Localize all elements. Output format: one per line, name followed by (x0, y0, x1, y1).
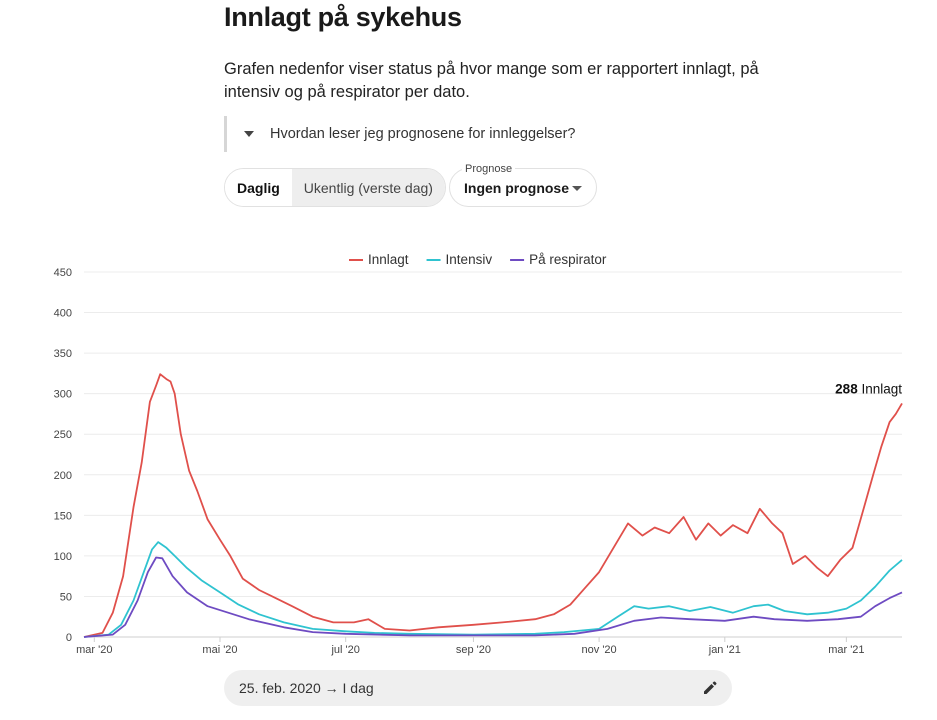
legend-label: Innlagt (368, 252, 409, 267)
y-tick-label: 400 (54, 308, 72, 320)
pencil-icon (704, 681, 717, 694)
chart-lines (83, 373, 903, 638)
chart-svg: Innlagt Intensiv På respirator 0 50 100 150 20… (54, 252, 903, 656)
chevron-down-icon (572, 186, 582, 191)
legend-label: Intensiv (446, 252, 493, 267)
daily-toggle-button[interactable]: Daglig (225, 169, 292, 206)
series-line-innlagt (83, 373, 903, 638)
x-tick-label: jul '20 (330, 644, 359, 656)
annotation-text: Innlagt (858, 381, 903, 396)
hospitalization-chart: Innlagt Intensiv På respirator 0 50 100 150 20… (0, 240, 937, 660)
x-tick-label: jan '21 (708, 644, 741, 656)
y-tick-label: 450 (54, 267, 72, 279)
annotation-value: 288 (835, 381, 858, 396)
y-tick-label: 250 (54, 429, 72, 441)
prognose-select[interactable]: Ingen prognose (449, 168, 597, 207)
series-line-p-respirator (83, 556, 903, 638)
page-description: Grafen nedenfor viser status på hvor man… (224, 60, 759, 101)
y-tick-label: 300 (54, 389, 72, 401)
weekly-toggle-button[interactable]: Ukentlig (verste dag) (291, 169, 445, 206)
chart-legend: Innlagt Intensiv På respirator (349, 252, 607, 267)
date-range-selector[interactable]: 25. feb. 2020 → I dag (224, 670, 732, 706)
last-value-annotation: 288 Innlagt (835, 381, 902, 396)
prognose-label: Prognose (462, 163, 516, 175)
date-range-text: 25. feb. 2020 → I dag (239, 680, 374, 696)
accordion-label: Hvordan leser jeg prognosene for innlegg… (270, 126, 576, 142)
x-tick-label: mar '20 (76, 644, 112, 656)
legend-label: På respirator (529, 252, 607, 267)
y-tick-label: 350 (54, 348, 72, 360)
series-line-intensiv (83, 541, 903, 638)
chart-annotation: 288 Innlagt (835, 381, 902, 396)
x-tick-label: sep '20 (456, 644, 491, 656)
y-tick-label: 200 (54, 470, 72, 482)
x-tick-label: nov '20 (582, 644, 617, 656)
prognose-value: Ingen prognose (464, 179, 569, 196)
prognosis-help-accordion[interactable]: Hvordan leser jeg prognosene for innlegg… (224, 116, 644, 152)
x-tick-label: mai '20 (202, 644, 237, 656)
y-tick-label: 50 (60, 591, 72, 603)
caret-down-icon (244, 131, 254, 137)
x-axis: mar '20 mai '20 jul '20 sep '20 nov '20 jan '… (76, 637, 865, 656)
x-tick-label: mar '21 (828, 644, 864, 656)
y-tick-label: 100 (54, 551, 72, 563)
y-axis: 0 50 100 150 200 250 300 350 400 450 (54, 267, 72, 644)
interval-toggle: Daglig Ukentlig (verste dag) (224, 168, 446, 207)
chart-grid (84, 271, 902, 638)
y-tick-label: 0 (66, 632, 72, 644)
page-title: Innlagt på sykehus (224, 2, 462, 32)
y-tick-label: 150 (54, 510, 72, 522)
